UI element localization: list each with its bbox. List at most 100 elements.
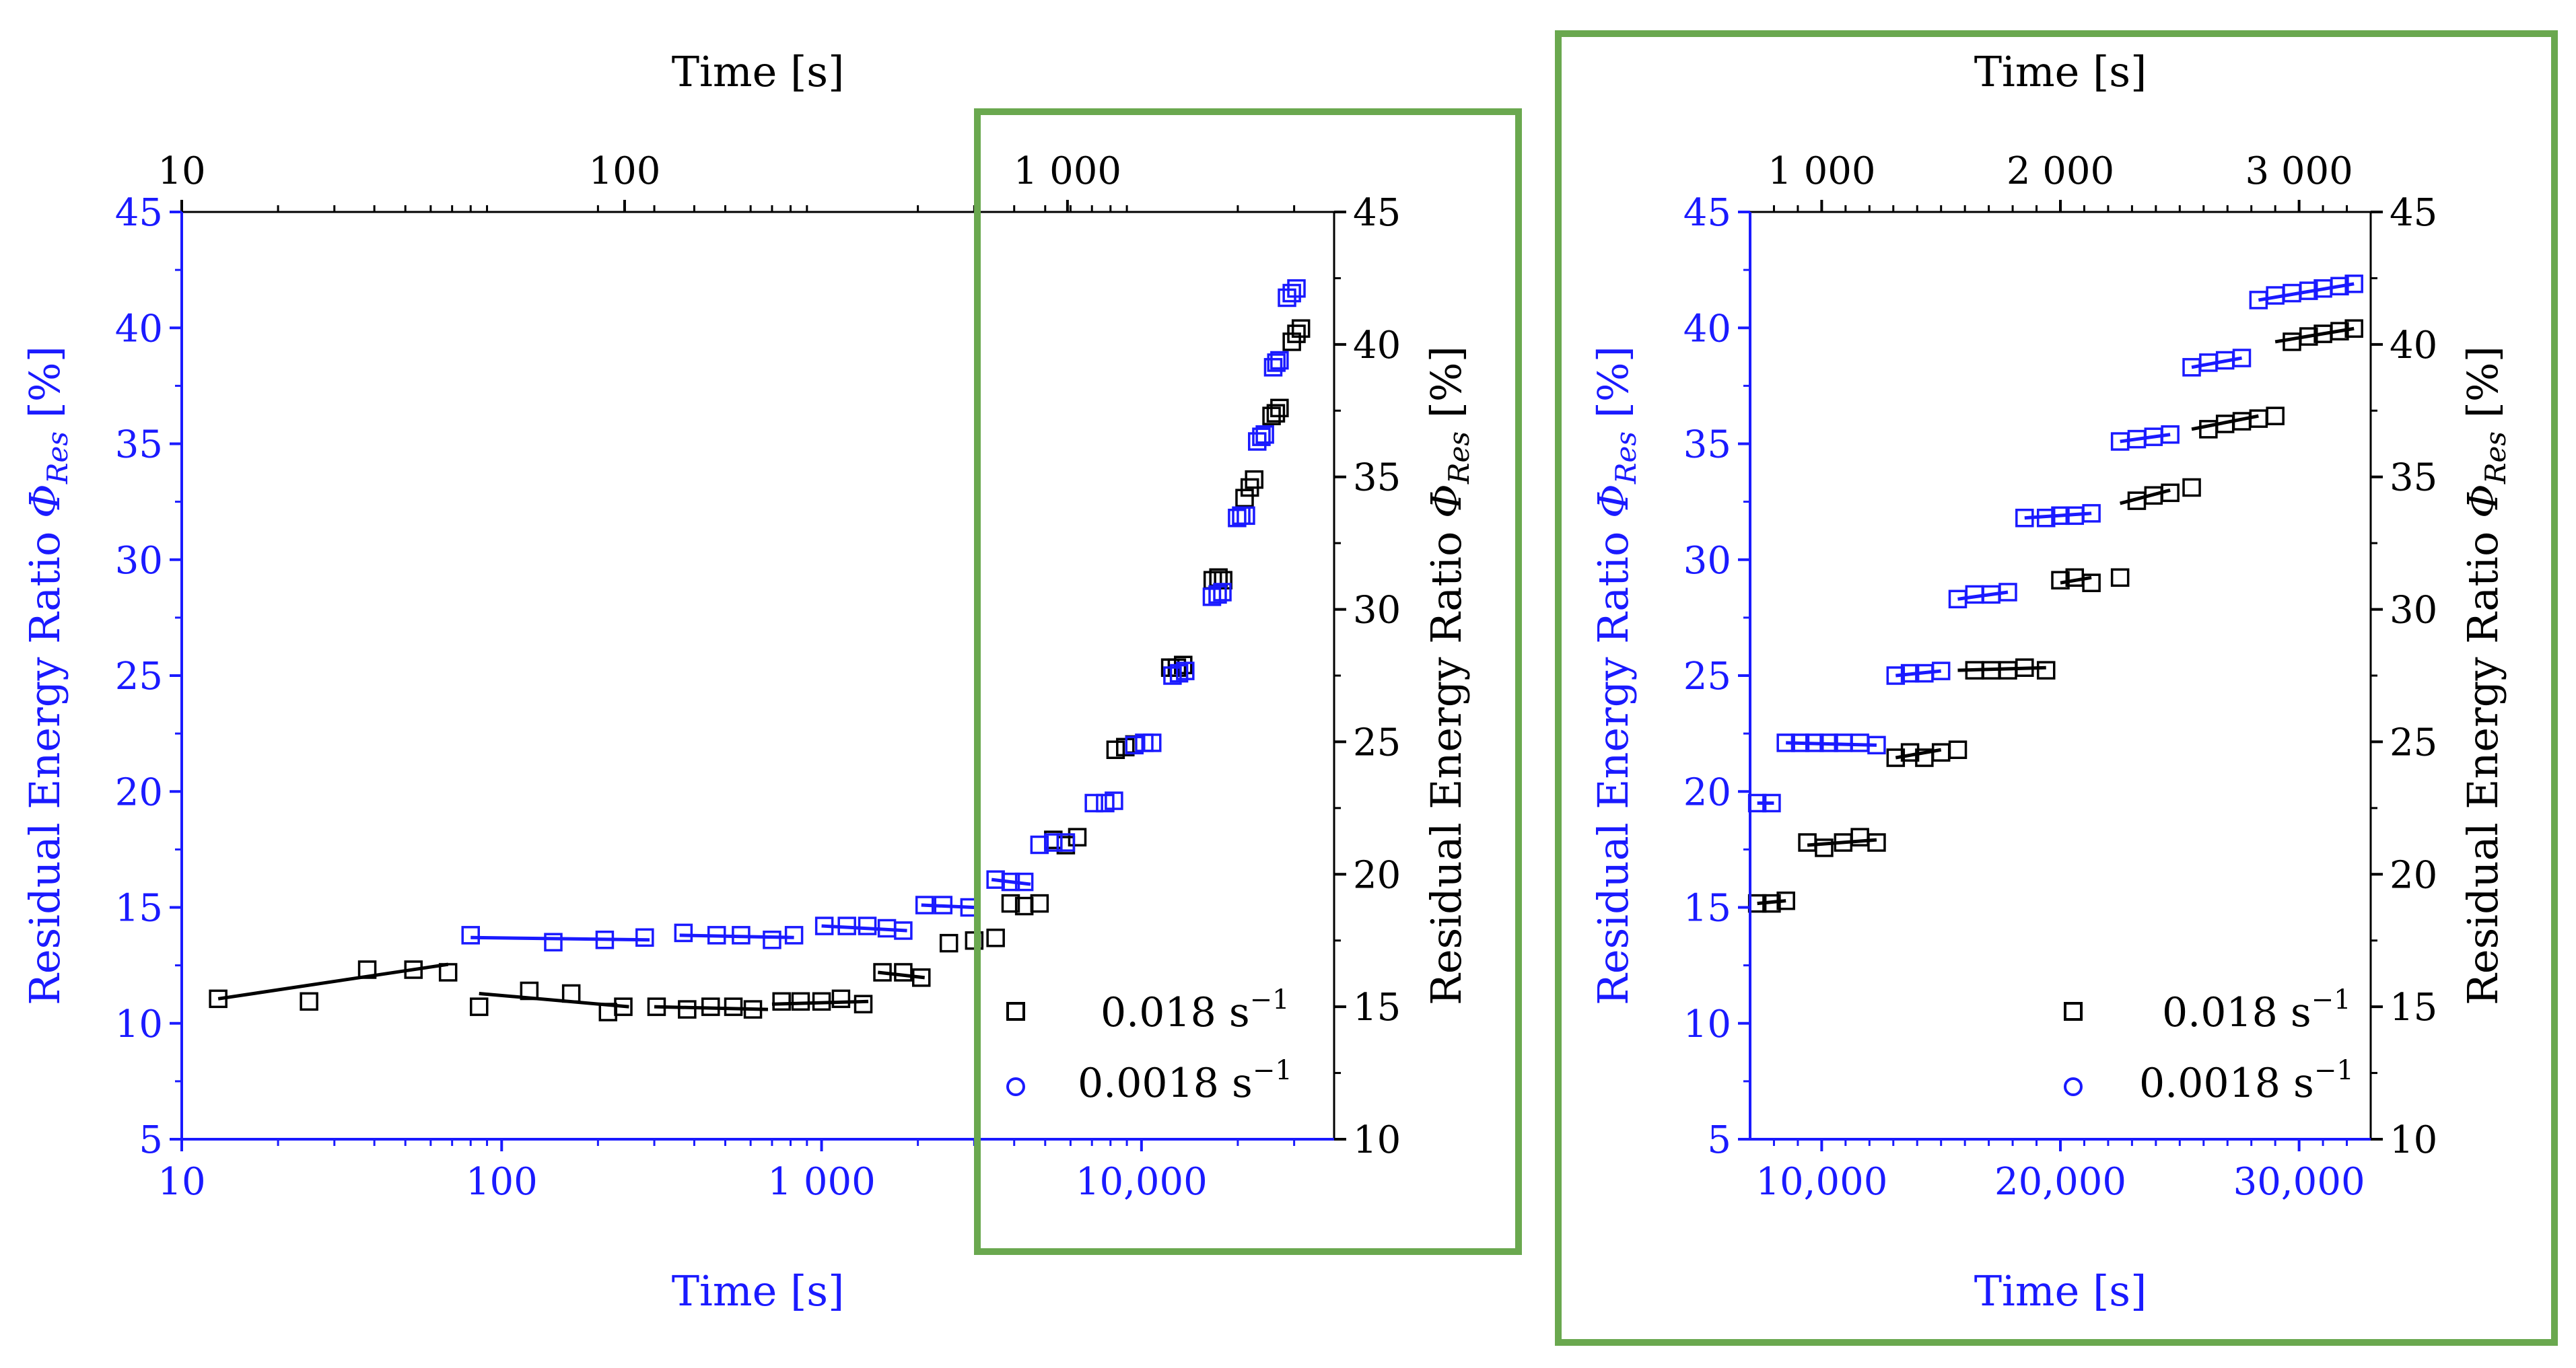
left-top-tick-label: 10 (158, 149, 205, 193)
left-blue-fit-line (679, 933, 794, 939)
right-right-tick-label: 45 (2390, 191, 2437, 235)
left-black-point (1214, 571, 1232, 590)
left-bottom-tick-label: 10,000 (1076, 1160, 1208, 1204)
left-blue-point (1278, 288, 1296, 308)
left-black-point (831, 989, 851, 1009)
right-left-tick-label: 40 (1683, 307, 1731, 351)
left-secondary-y-axis-title: Residual Energy Ratio ΦRes [%] (1422, 346, 1475, 1005)
left-blue-point (461, 926, 480, 945)
left-blue-point (1044, 833, 1063, 852)
left-blue-point (1213, 583, 1232, 602)
left-right-tick-label: 10 (1353, 1118, 1401, 1162)
left-blue-point (1056, 833, 1076, 852)
left-blue-point (674, 923, 693, 943)
left-right-tick-label: 25 (1353, 721, 1401, 764)
right-right-tick-label: 10 (2390, 1118, 2437, 1162)
left-blue-point (1105, 791, 1123, 810)
left-black-point (1106, 740, 1125, 759)
left-left-tick-label: 30 (115, 539, 163, 583)
right-black-point (2182, 478, 2201, 497)
legend-label-00018: 0.0018 s−1 (2139, 1055, 2354, 1107)
left-black-point (854, 995, 873, 1013)
left-black-point (1235, 489, 1254, 507)
left-left-tick-label: 35 (115, 423, 163, 467)
right-black-point (1948, 740, 1968, 759)
legend-label-00018: 0.0018 s−1 (1078, 1055, 1292, 1107)
left-legend: 0.018 s−1 0.0018 s−1 (1006, 984, 1292, 1107)
right-y-axis-title: Residual Energy Ratio ΦRes [%] (1589, 346, 1642, 1005)
right-black-fit-line (2060, 575, 2092, 585)
left-left-tick-label: 15 (115, 887, 163, 931)
left-bottom-tick-label: 1 000 (767, 1160, 875, 1204)
left-black-fit-line (479, 991, 629, 1009)
right-left-tick-label: 10 (1683, 1003, 1731, 1046)
left-blue-point (635, 928, 654, 947)
right-black-fit-line (2191, 414, 2259, 431)
left-black-point (1287, 324, 1306, 343)
left-black-point (1266, 404, 1286, 423)
left-blue-point (1163, 666, 1182, 685)
left-left-tick-label: 10 (115, 1003, 163, 1046)
left-blue-point (544, 933, 563, 951)
left-black-point (1030, 894, 1049, 913)
left-black-point (561, 984, 581, 1003)
left-blue-point (784, 926, 804, 945)
right-blue-fit-line (2258, 282, 2355, 302)
right-black-point (1815, 838, 1834, 857)
right-black-point (1867, 833, 1886, 852)
left-black-point (986, 929, 1005, 947)
left-black-point (894, 963, 913, 982)
left-black-fit-line (877, 970, 925, 980)
left-blue-point (1208, 585, 1227, 604)
left-left-tick-label: 45 (115, 191, 163, 235)
legend-label-0018: 0.018 s−1 (1101, 984, 1290, 1036)
left-black-point (678, 1000, 697, 1019)
right-black-point (2082, 573, 2101, 592)
left-blue-point (1084, 793, 1103, 813)
left-bottom-axis-title: Time [s] (672, 1266, 845, 1316)
right-black-fit-line (2274, 326, 2355, 344)
left-black-point (300, 992, 318, 1011)
left-y-axis-title: Residual Energy Ratio ΦRes [%] (20, 346, 74, 1005)
right-left-tick-label: 25 (1683, 655, 1731, 698)
right-blue-fit-line (1957, 590, 2009, 601)
left-black-point (1001, 894, 1020, 913)
left-black-point (1291, 319, 1311, 338)
right-left-tick-label: 20 (1683, 770, 1731, 814)
left-blue-point (1267, 353, 1286, 372)
right-black-fit-line (1895, 748, 1942, 760)
right-black-fit-line (1757, 899, 1786, 906)
left-highlight-box (974, 108, 1522, 1255)
left-right-tick-label: 45 (1353, 191, 1401, 235)
left-plot-area (209, 279, 1311, 1021)
right-blue-fit-line (1895, 669, 1941, 678)
right-bottom-tick-label: 20,000 (1994, 1160, 2126, 1204)
left-blue-fit-line (921, 903, 975, 909)
left-blue-point (858, 916, 877, 935)
left-left-tick-label: 5 (139, 1118, 163, 1162)
left-blue-point (1287, 279, 1306, 298)
right-black-point (1798, 833, 1817, 852)
right-plot-area (1747, 275, 2363, 913)
right-bottom-axis-title: Time [s] (1974, 1266, 2147, 1316)
left-blue-fit-line (471, 935, 650, 942)
right-highlight-box (1555, 30, 2558, 1346)
right-top-tick-label: 1 000 (1768, 149, 1875, 193)
right-blue-fit-line (2120, 433, 2171, 443)
left-blue-point (1125, 735, 1144, 755)
left-top-tick-label: 100 (588, 149, 660, 193)
left-blue-point (1176, 661, 1195, 680)
left-blue-point (1282, 283, 1301, 303)
left-black-fit-line (771, 999, 869, 1006)
right-left-tick-label: 15 (1683, 887, 1731, 931)
left-blue-point (763, 930, 781, 949)
right-axes: 10,000 20,000 30,000 1 000 2 000 3 000 5 10 15 20… (1683, 149, 2438, 1204)
legend-marker-square (2064, 1002, 2083, 1021)
left-left-tick-label: 25 (115, 655, 163, 698)
right-black-point (2283, 332, 2301, 351)
left-blue-point (1255, 425, 1274, 444)
left-black-fit-line (654, 1005, 769, 1011)
legend-marker-circle (2064, 1077, 2083, 1096)
left-bottom-tick-label: 10 (158, 1160, 205, 1204)
right-blue-fit-line (2191, 356, 2242, 369)
